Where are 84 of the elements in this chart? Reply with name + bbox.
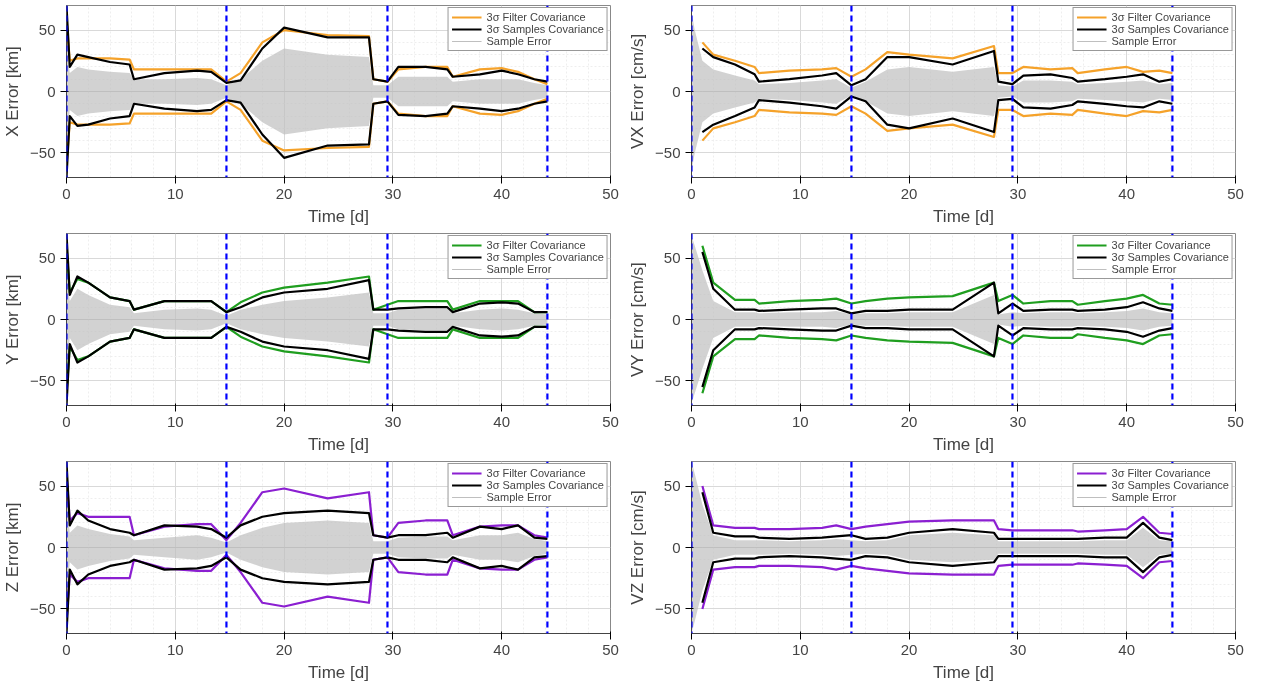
y-tick-label: −50 — [30, 143, 56, 161]
x-tick-label: 0 — [62, 412, 71, 430]
x-tick-label: 30 — [1009, 412, 1027, 430]
y-tick-label: −50 — [655, 371, 681, 389]
x-tick-label: 40 — [1118, 412, 1136, 430]
x-tick-label: 50 — [602, 412, 619, 430]
x-tick-label: 30 — [384, 184, 402, 202]
x-tick-label: 10 — [791, 184, 809, 202]
y-tick-label: 50 — [38, 477, 56, 495]
y-axis-title: X Error [km] — [3, 46, 23, 137]
x-axis-title: Time [d] — [933, 662, 994, 682]
legend-label: Sample Error — [1111, 263, 1177, 275]
y-tick-label: −50 — [655, 599, 681, 617]
x-tick-label: 0 — [687, 640, 696, 658]
legend-label: 3σ Samples Covariance — [486, 479, 604, 491]
legend-label: Sample Error — [1111, 35, 1177, 47]
y-tick-label: 0 — [47, 310, 56, 328]
x-tick-label: 30 — [1009, 640, 1027, 658]
x-tick-label: 20 — [900, 412, 918, 430]
x-tick-label: 30 — [384, 412, 402, 430]
legend-label: 3σ Filter Covariance — [1111, 467, 1211, 479]
y-tick-label: 0 — [672, 310, 681, 328]
x-axis-title: Time [d] — [308, 206, 369, 226]
x-tick-label: 10 — [166, 640, 184, 658]
legend-label: Sample Error — [486, 263, 552, 275]
x-tick-label: 40 — [493, 184, 511, 202]
x-tick-label: 20 — [275, 412, 293, 430]
legend-label: Sample Error — [486, 35, 552, 47]
legend-label: 3σ Samples Covariance — [486, 23, 604, 35]
y-tick-label: 0 — [47, 538, 56, 556]
x-tick-label: 10 — [791, 640, 809, 658]
y-tick-label: 0 — [672, 82, 681, 100]
legend-label: 3σ Samples Covariance — [486, 251, 604, 263]
y-tick-label: −50 — [655, 143, 681, 161]
x-tick-label: 0 — [62, 184, 71, 202]
legend-label: 3σ Filter Covariance — [486, 467, 586, 479]
legend-label: 3σ Filter Covariance — [486, 239, 586, 251]
x-tick-label: 20 — [275, 184, 293, 202]
x-tick-label: 50 — [1227, 412, 1244, 430]
x-tick-label: 30 — [384, 640, 402, 658]
x-tick-label: 0 — [687, 412, 696, 430]
y-tick-label: 50 — [663, 249, 681, 267]
legend-label: 3σ Filter Covariance — [486, 11, 586, 23]
x-tick-label: 0 — [62, 640, 71, 658]
x-tick-label: 20 — [900, 184, 918, 202]
x-tick-label: 10 — [166, 412, 184, 430]
x-tick-label: 10 — [791, 412, 809, 430]
x-axis-title: Time [d] — [308, 434, 369, 454]
legend-label: 3σ Samples Covariance — [1111, 479, 1229, 491]
y-tick-label: −50 — [30, 599, 56, 617]
y-axis-title: Z Error [km] — [3, 502, 23, 593]
legend-label: 3σ Filter Covariance — [1111, 11, 1211, 23]
x-tick-label: 50 — [1227, 640, 1244, 658]
y-axis-title: Y Error [km] — [3, 274, 23, 365]
y-tick-label: 0 — [672, 538, 681, 556]
y-tick-label: −50 — [30, 371, 56, 389]
y-tick-label: 50 — [663, 477, 681, 495]
y-tick-label: 0 — [47, 82, 56, 100]
x-axis-title: Time [d] — [933, 206, 994, 226]
x-tick-label: 40 — [1118, 184, 1136, 202]
x-tick-label: 40 — [493, 412, 511, 430]
x-tick-label: 30 — [1009, 184, 1027, 202]
legend-label: 3σ Filter Covariance — [1111, 239, 1211, 251]
y-axis-title: VZ Error [cm/s] — [628, 490, 648, 605]
x-tick-label: 50 — [1227, 184, 1244, 202]
y-tick-label: 50 — [38, 249, 56, 267]
y-axis-title: VX Error [cm/s] — [628, 33, 648, 150]
legend-label: Sample Error — [486, 491, 552, 503]
legend-label: Sample Error — [1111, 491, 1177, 503]
x-tick-label: 10 — [166, 184, 184, 202]
x-tick-label: 20 — [275, 640, 293, 658]
legend-label: 3σ Samples Covariance — [1111, 251, 1229, 263]
y-axis-title: VY Error [cm/s] — [628, 262, 648, 378]
x-tick-label: 0 — [687, 184, 696, 202]
y-tick-label: 50 — [663, 21, 681, 39]
x-axis-title: Time [d] — [933, 434, 994, 454]
y-tick-label: 50 — [38, 21, 56, 39]
x-tick-label: 40 — [493, 640, 511, 658]
x-tick-label: 50 — [602, 184, 619, 202]
x-tick-label: 20 — [900, 640, 918, 658]
x-axis-title: Time [d] — [308, 662, 369, 682]
legend-label: 3σ Samples Covariance — [1111, 23, 1229, 35]
x-tick-label: 50 — [602, 640, 619, 658]
x-tick-label: 40 — [1118, 640, 1136, 658]
